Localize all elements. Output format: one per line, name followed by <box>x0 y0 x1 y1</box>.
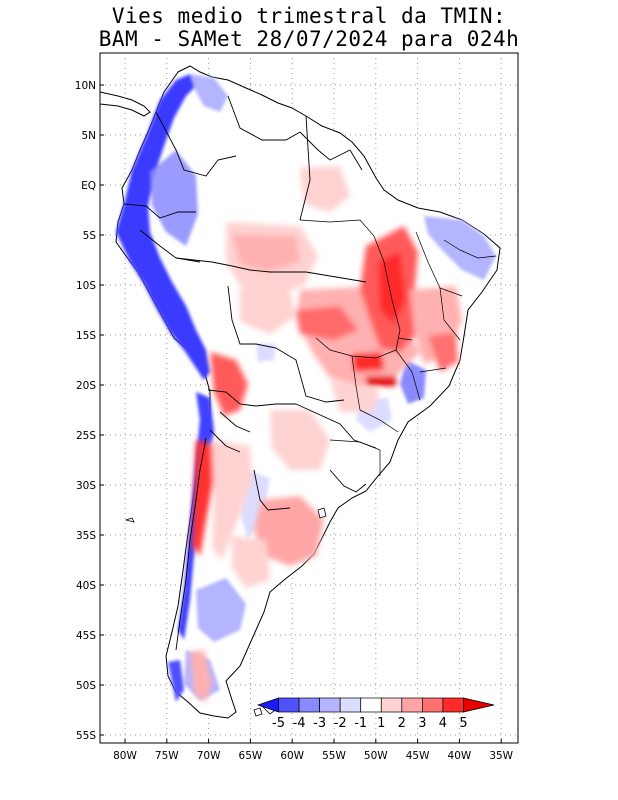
lat-label: 25S <box>76 430 96 442</box>
lat-label: 55S <box>76 730 96 742</box>
colorbar-swatch <box>422 697 444 713</box>
lon-label: 50W <box>364 750 388 762</box>
colorbar-label: 2 <box>398 716 406 731</box>
colorbar-swatch <box>298 697 320 713</box>
colorbar-swatch <box>339 697 362 713</box>
colorbar-label: -4 <box>293 716 306 731</box>
country-borders <box>123 95 377 651</box>
lat-label: 20S <box>76 380 96 392</box>
latitude-labels: 10N 5N EQ 5S 10S 15S 20S 25S 30S 35S 40S 45S 50S 55S <box>75 80 104 742</box>
central-america-land <box>100 91 151 117</box>
colorbar-swatch <box>380 697 403 713</box>
colorbar-label: 3 <box>418 716 426 731</box>
lat-label: 40S <box>76 580 96 592</box>
lat-label: 30S <box>76 480 96 492</box>
bias-positive-areas <box>190 166 462 702</box>
map-title-line1: Vies medio trimestral da TMIN: <box>111 4 507 28</box>
colorbar-label: -5 <box>272 716 285 731</box>
lat-label: 35S <box>76 530 96 542</box>
lat-label: 10N <box>75 80 96 92</box>
lat-label: 5S <box>83 230 97 242</box>
lon-label: 40W <box>448 750 472 762</box>
lon-label: 80W <box>113 750 137 762</box>
colorbar-label: -1 <box>354 716 367 731</box>
state-borders <box>299 219 497 476</box>
colorbar-swatch <box>360 697 382 713</box>
colorbar-label: 4 <box>439 716 447 731</box>
colorbar-label: -2 <box>334 716 347 731</box>
lat-label: 45S <box>76 630 96 642</box>
lon-label: 55W <box>322 750 346 762</box>
colorbar-label: 5 <box>459 716 467 731</box>
colorbar: -5 -4 -3 -2 -1 1 2 3 4 5 <box>256 697 495 731</box>
colorbar-swatch <box>401 697 423 713</box>
lon-label: 75W <box>155 750 179 762</box>
lat-label: EQ <box>81 180 96 192</box>
colorbar-swatch <box>319 697 341 713</box>
lat-label: 50S <box>76 680 96 692</box>
map-title-line2: BAM - SAMet 28/07/2024 para 024h <box>98 27 520 51</box>
colorbar-swatch <box>442 697 464 713</box>
lat-label: 15S <box>76 330 96 342</box>
lon-label: 35W <box>489 750 513 762</box>
lat-label: 10S <box>76 280 96 292</box>
lon-label: 70W <box>197 750 221 762</box>
longitude-labels: 80W 75W 70W 65W 60W 55W 50W 45W 40W 35W <box>113 739 514 762</box>
lon-label: 65W <box>239 750 263 762</box>
colorbar-swatch <box>278 697 300 713</box>
colorbar-label: -3 <box>313 716 326 731</box>
lat-label: 5N <box>81 130 96 142</box>
lon-label: 45W <box>406 750 430 762</box>
colorbar-label: 1 <box>377 716 385 731</box>
lon-label: 60W <box>280 750 304 762</box>
colorbar-arrow-right <box>463 697 495 713</box>
